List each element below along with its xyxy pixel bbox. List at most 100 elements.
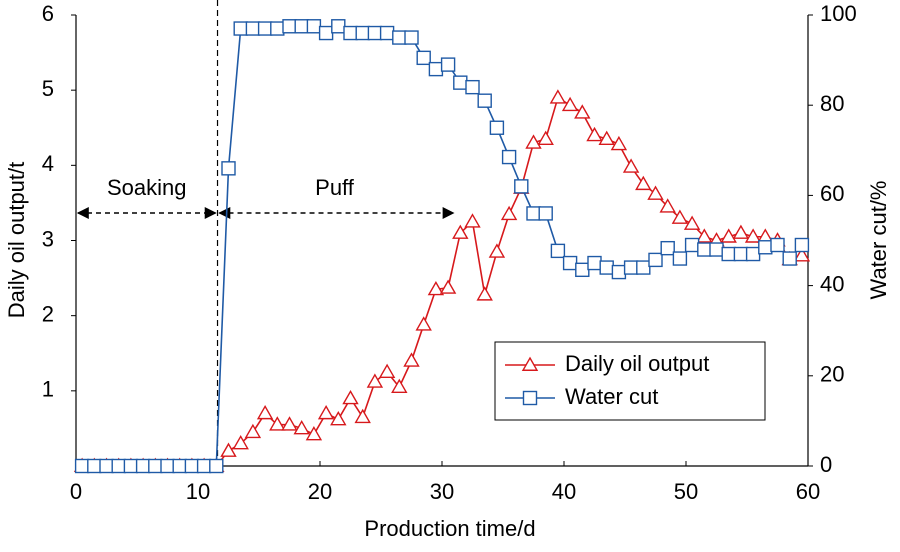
data-marker xyxy=(99,458,114,474)
data-marker xyxy=(537,130,554,145)
data-marker xyxy=(721,246,736,262)
data-marker xyxy=(378,363,396,378)
data-marker xyxy=(464,213,481,228)
data-marker xyxy=(439,279,457,294)
data-marker xyxy=(671,209,689,224)
data-marker xyxy=(87,458,102,474)
y2-tick-label: 80 xyxy=(820,91,844,116)
data-marker xyxy=(562,255,578,271)
data-marker xyxy=(526,206,541,221)
data-marker xyxy=(160,458,175,474)
data-marker xyxy=(610,135,628,151)
data-marker xyxy=(172,458,187,474)
x-tick-label: 40 xyxy=(552,479,576,504)
data-marker xyxy=(367,25,383,41)
data-marker xyxy=(269,416,286,431)
data-marker xyxy=(477,93,492,108)
y-tick-label: 6 xyxy=(42,1,54,26)
data-marker xyxy=(489,120,505,135)
data-marker xyxy=(221,161,236,176)
data-marker xyxy=(758,240,773,255)
x-tick-label: 0 xyxy=(70,479,82,504)
data-marker xyxy=(366,373,384,388)
y2-tick-label: 0 xyxy=(820,452,832,477)
data-marker xyxy=(123,458,139,474)
data-marker xyxy=(660,240,675,256)
legend-box xyxy=(494,341,766,421)
data-marker xyxy=(342,389,359,405)
data-marker xyxy=(611,264,627,280)
data-marker xyxy=(305,426,323,441)
x-tick-label: 20 xyxy=(308,479,332,504)
x-tick-label: 60 xyxy=(796,479,820,504)
data-marker xyxy=(244,423,262,439)
data-marker xyxy=(684,237,700,253)
data-marker xyxy=(427,280,445,296)
data-marker xyxy=(317,404,335,420)
data-marker xyxy=(745,246,761,262)
data-marker xyxy=(782,251,797,266)
data-marker xyxy=(343,25,358,41)
data-marker xyxy=(574,104,591,119)
data-marker xyxy=(550,243,566,259)
y2-axis-label: Water cut/% xyxy=(866,181,891,300)
data-marker xyxy=(648,252,663,268)
legend-marker xyxy=(521,356,539,371)
y2-tick-label: 100 xyxy=(820,1,857,26)
data-marker xyxy=(709,242,724,257)
data-marker xyxy=(245,21,261,36)
data-marker xyxy=(770,237,785,253)
data-marker xyxy=(232,435,249,450)
data-marker xyxy=(355,25,370,41)
data-marker xyxy=(415,316,432,331)
y2-tick-label: 20 xyxy=(820,362,844,387)
x-tick-label: 30 xyxy=(430,479,454,504)
annotation-label: Soaking xyxy=(107,175,187,200)
y-tick-label: 4 xyxy=(42,151,54,176)
y-tick-label: 3 xyxy=(42,226,54,251)
y-tick-label: 1 xyxy=(42,377,54,402)
data-marker xyxy=(416,50,431,66)
data-marker xyxy=(561,96,579,112)
data-marker xyxy=(184,458,200,474)
data-marker xyxy=(623,260,639,275)
data-marker xyxy=(209,458,224,474)
data-marker xyxy=(500,205,518,221)
data-marker xyxy=(476,286,493,301)
x-axis-label: Production time/d xyxy=(364,516,535,541)
data-marker xyxy=(281,416,298,431)
data-marker xyxy=(514,179,529,194)
x-tick-label: 10 xyxy=(186,479,210,504)
data-marker xyxy=(428,61,444,77)
data-marker xyxy=(636,260,651,275)
data-marker xyxy=(793,247,811,262)
data-marker xyxy=(392,30,407,45)
data-marker xyxy=(440,57,456,72)
data-marker xyxy=(220,442,237,457)
x-tick-label: 50 xyxy=(674,479,698,504)
y-tick-label: 5 xyxy=(42,76,54,101)
data-marker xyxy=(318,25,334,41)
data-marker xyxy=(306,19,322,34)
data-marker xyxy=(575,262,590,278)
data-marker xyxy=(452,224,469,239)
y-axis-label: Daily oil output/t xyxy=(4,162,29,319)
data-marker xyxy=(635,175,652,191)
legend-label: Water cut xyxy=(565,384,658,409)
data-marker xyxy=(488,243,506,258)
data-marker xyxy=(538,206,553,221)
data-marker xyxy=(294,19,309,34)
data-marker xyxy=(391,378,408,394)
data-marker xyxy=(501,149,517,165)
data-marker xyxy=(697,242,712,257)
data-marker xyxy=(647,185,664,200)
data-marker xyxy=(196,458,212,474)
data-marker xyxy=(257,21,273,36)
data-marker xyxy=(744,228,762,243)
annotation-label: Puff xyxy=(315,175,355,200)
data-marker xyxy=(331,19,346,34)
data-marker xyxy=(683,215,701,230)
data-marker xyxy=(74,458,90,474)
data-marker xyxy=(354,408,371,424)
data-marker xyxy=(453,75,468,90)
